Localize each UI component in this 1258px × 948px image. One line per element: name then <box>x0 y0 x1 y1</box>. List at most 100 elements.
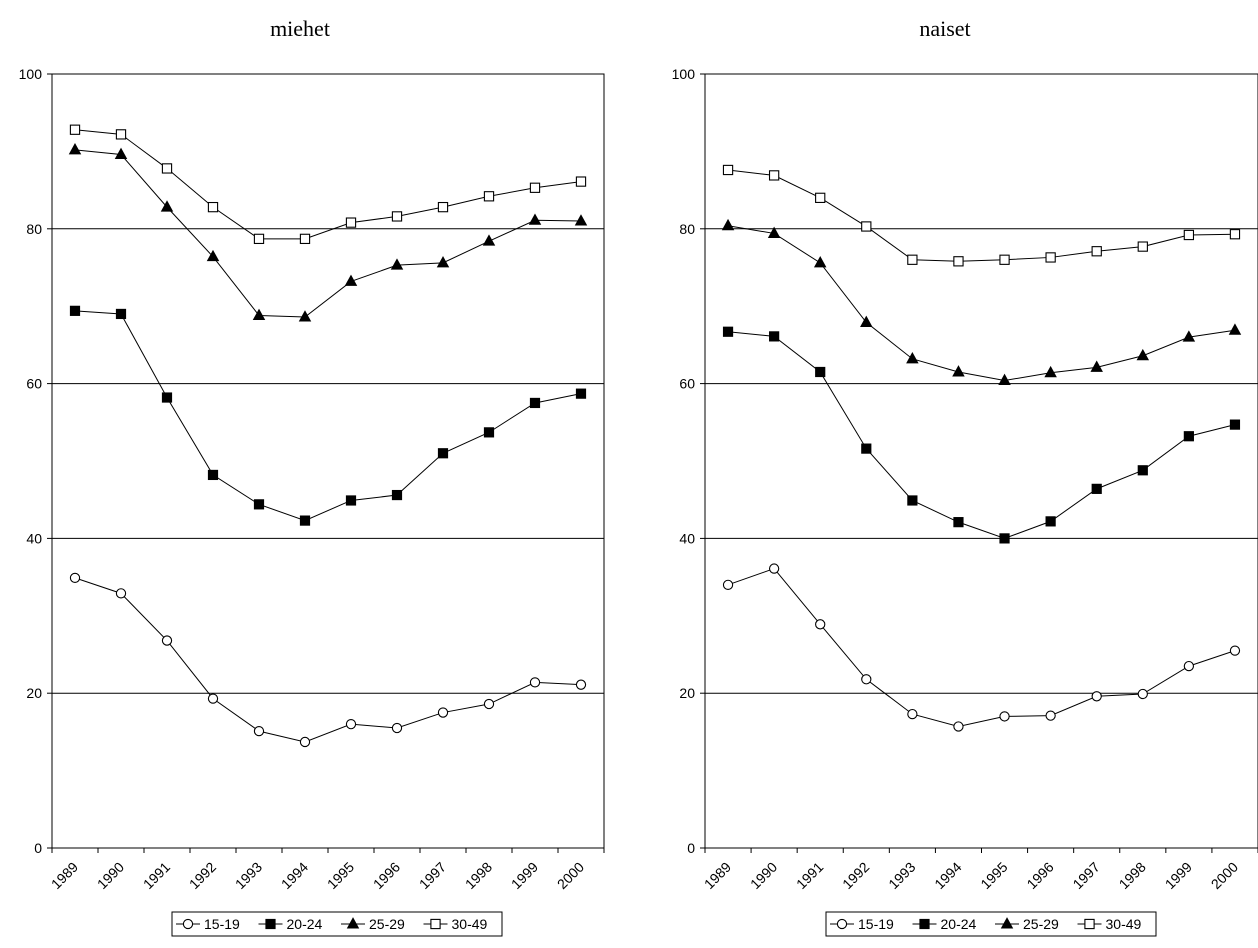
legend-item: 20-24 <box>912 916 977 932</box>
data-point <box>115 129 127 140</box>
data-point <box>207 469 219 481</box>
y-tick-label: 60 <box>26 376 42 392</box>
legend-label: 20-24 <box>941 916 977 932</box>
legend-marker <box>1000 917 1014 929</box>
x-tick-label: 1999 <box>508 859 541 892</box>
data-point <box>1182 330 1196 342</box>
legend-item: 15-19 <box>830 916 894 932</box>
legend-label: 25-29 <box>1023 916 1059 932</box>
x-tick-label: 1992 <box>186 859 219 892</box>
x-tick-label: 2000 <box>1208 859 1241 892</box>
y-tick-label: 40 <box>26 530 42 546</box>
data-point <box>391 489 403 501</box>
data-point <box>1045 516 1056 527</box>
series-line <box>74 129 582 240</box>
data-point <box>69 572 81 584</box>
data-point <box>1228 323 1242 335</box>
x-tick-label: 1992 <box>839 859 872 892</box>
data-point <box>483 698 495 710</box>
data-point <box>345 217 357 228</box>
data-point <box>115 588 127 599</box>
data-point <box>575 176 587 187</box>
data-point <box>161 392 173 403</box>
data-point <box>722 164 734 176</box>
data-point <box>253 499 265 510</box>
data-point <box>815 619 826 630</box>
data-point <box>1091 246 1102 257</box>
data-point <box>1091 691 1102 702</box>
x-tick-label: 1998 <box>462 859 495 892</box>
series-30-49 <box>69 124 587 245</box>
data-point <box>1229 419 1241 430</box>
data-point <box>437 707 449 718</box>
data-point <box>907 495 918 506</box>
chart-miehet: miehet 0 20 40 60 80 100 1989 1990 1991 1992 1993 19… <box>19 16 605 937</box>
data-point <box>207 201 219 213</box>
y-tick-label: 0 <box>687 840 695 856</box>
x-tick-label: 1998 <box>1116 859 1149 892</box>
data-point <box>769 331 780 342</box>
data-point <box>253 233 265 245</box>
chart-naiset: naiset 0 20 40 60 80 100 1989 1990 1991 1992 1993 19… <box>672 16 1258 937</box>
data-point <box>69 124 81 135</box>
legend-label: 20-24 <box>287 916 323 932</box>
data-point <box>999 711 1010 722</box>
data-point <box>999 533 1010 544</box>
series-20-24 <box>722 326 1241 544</box>
x-tick-label: 1995 <box>977 859 1010 892</box>
data-point <box>345 495 357 506</box>
data-point <box>1137 688 1148 700</box>
y-tick-label: 20 <box>26 685 42 701</box>
data-point <box>160 200 174 212</box>
legend-item: 30-49 <box>1077 916 1142 932</box>
series-line <box>74 310 582 522</box>
series-15-19 <box>722 563 1241 732</box>
data-point <box>1136 348 1150 361</box>
legend-item: 15-19 <box>176 916 240 932</box>
data-point <box>528 213 542 225</box>
data-point <box>115 308 127 320</box>
series-line <box>74 149 582 318</box>
data-point <box>813 256 827 268</box>
x-tick-label: 1994 <box>931 859 964 892</box>
data-point <box>861 674 872 685</box>
data-point <box>1090 360 1103 372</box>
data-point <box>861 443 872 454</box>
plot-area <box>704 73 1258 849</box>
data-point <box>299 736 311 748</box>
data-point <box>575 679 587 690</box>
data-point <box>575 388 587 399</box>
data-point <box>861 221 872 232</box>
x-tick-label: 1989 <box>48 859 81 892</box>
data-point <box>999 254 1010 265</box>
data-point <box>1183 229 1195 241</box>
data-point <box>1229 229 1241 240</box>
series-line <box>74 577 582 743</box>
legend-label: 15-19 <box>204 916 240 932</box>
x-tick-label: 1993 <box>885 859 918 892</box>
legend-item: 25-29 <box>341 916 405 932</box>
x-tick-label: 1994 <box>278 859 311 892</box>
data-point <box>437 448 449 459</box>
x-tick-label: 1996 <box>1023 859 1056 892</box>
data-point <box>529 397 541 409</box>
data-point <box>345 719 357 730</box>
x-tick-label: 1991 <box>140 859 173 892</box>
data-point <box>252 308 266 320</box>
data-point <box>953 517 964 528</box>
data-point <box>299 233 311 245</box>
data-point <box>1229 645 1241 656</box>
data-point <box>1045 252 1056 263</box>
x-tick-label: 1990 <box>94 859 127 892</box>
series-line <box>727 225 1236 382</box>
data-point <box>1137 465 1148 476</box>
series-line <box>727 567 1236 727</box>
data-point <box>68 143 82 155</box>
data-point <box>529 677 541 688</box>
data-point <box>529 182 541 193</box>
data-point <box>299 515 311 526</box>
legend-label: 15-19 <box>858 916 894 932</box>
series-line <box>727 169 1235 262</box>
data-point <box>161 635 173 646</box>
